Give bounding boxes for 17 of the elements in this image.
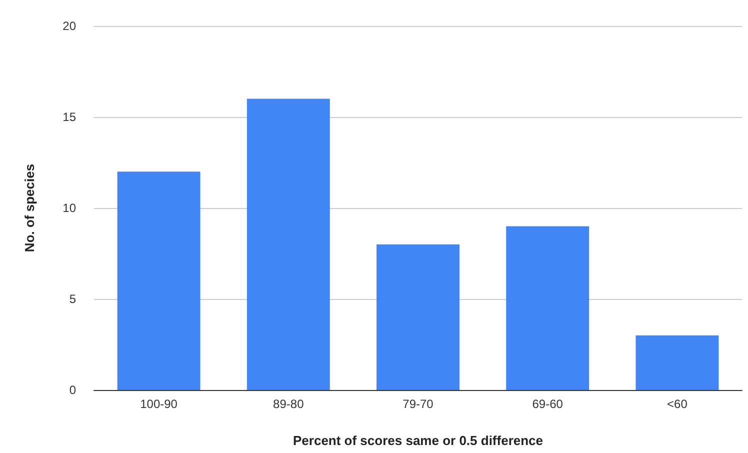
- x-tick-label: 100-90: [140, 397, 178, 411]
- bar: [506, 226, 590, 390]
- bar: [376, 244, 460, 390]
- x-tick-label: 79-70: [402, 397, 434, 411]
- y-tick-label: 10: [62, 201, 76, 215]
- bar: [117, 172, 200, 390]
- y-axis-title: No. of species: [22, 164, 37, 252]
- x-axis-title: Percent of scores same or 0.5 difference: [292, 433, 544, 448]
- y-tick-label: 5: [69, 292, 76, 306]
- x-tick-label: <60: [667, 397, 688, 411]
- bar: [246, 98, 330, 390]
- x-tick-label: 89-80: [273, 397, 304, 411]
- y-tick-label: 0: [69, 383, 76, 397]
- y-tick-label: 15: [62, 110, 76, 124]
- y-tick-label: 20: [62, 19, 76, 33]
- x-tick-label: 69-60: [532, 397, 564, 411]
- bar: [636, 335, 719, 390]
